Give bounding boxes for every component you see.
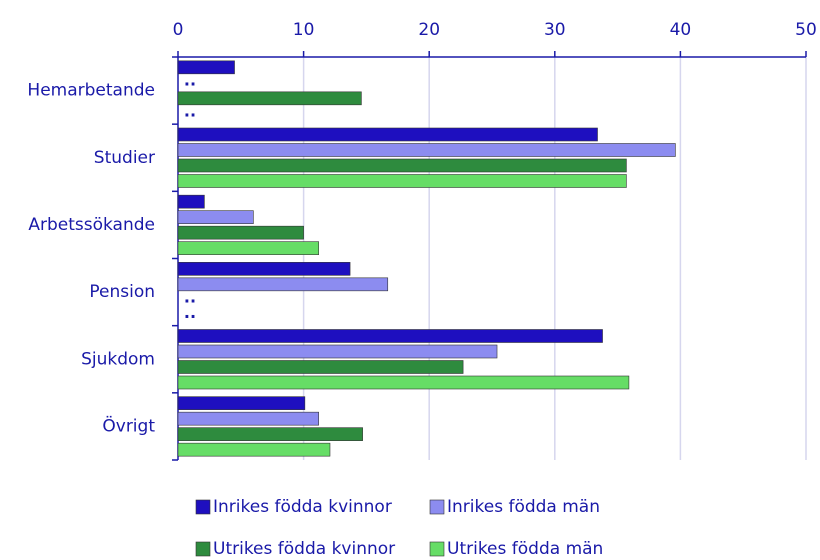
legend-label: Inrikes födda kvinnor: [213, 497, 392, 517]
bar: [177, 262, 351, 276]
bar: [177, 174, 627, 188]
bar: [177, 396, 306, 410]
bar: [177, 277, 389, 292]
x-tick-label: 20: [418, 20, 440, 40]
missing-label: ..: [184, 101, 196, 120]
y-tick-label: Hemarbetande: [27, 81, 155, 101]
bar: [177, 127, 598, 142]
bar: [177, 225, 304, 240]
bar: [177, 442, 331, 457]
bar: [177, 360, 464, 374]
bar: [177, 60, 235, 75]
missing-label: ..: [184, 303, 196, 322]
y-tick-label: Pension: [89, 282, 155, 302]
bar: [177, 91, 362, 106]
bar: [177, 158, 627, 173]
y-tick-label: Sjukdom: [81, 349, 155, 369]
bar: [177, 143, 676, 157]
x-tick-label: 0: [173, 20, 184, 40]
bar: [177, 329, 603, 343]
y-tick-label: Övrigt: [102, 414, 155, 436]
legend-label: Utrikes födda män: [447, 539, 603, 559]
x-tick-label: 50: [795, 20, 817, 40]
x-tick-label: 40: [670, 20, 692, 40]
missing-label: ..: [184, 287, 196, 306]
y-tick-label: Arbetssökande: [28, 215, 155, 235]
bar: [177, 194, 205, 209]
x-tick-label: 30: [544, 20, 566, 40]
legend-label: Utrikes födda kvinnor: [213, 539, 395, 559]
bar: [177, 210, 254, 224]
legend-label: Inrikes födda män: [447, 497, 600, 517]
legend-swatch: [195, 541, 211, 557]
missing-label: ..: [184, 70, 196, 89]
legend-swatch: [429, 541, 445, 557]
bar: [177, 241, 319, 255]
y-tick-label: Studier: [94, 148, 155, 168]
legend-swatch: [195, 499, 211, 515]
bar: [177, 375, 630, 390]
legend-swatch: [429, 499, 445, 515]
bar: [177, 427, 363, 441]
x-tick-label: 10: [293, 20, 315, 40]
bar: [177, 411, 319, 426]
bar: [177, 344, 498, 359]
